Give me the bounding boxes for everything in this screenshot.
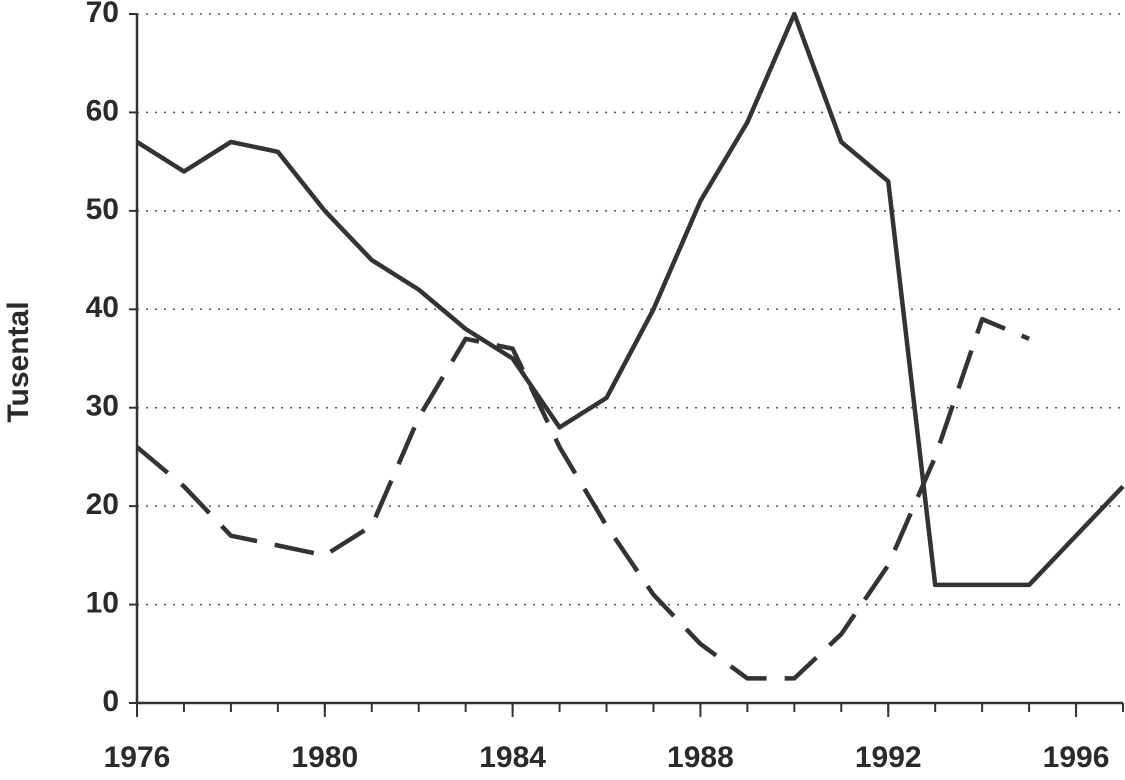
- y-tick-label: 10: [86, 586, 119, 619]
- line-series: [135, 316, 1030, 681]
- y-tick-label: 0: [102, 685, 119, 718]
- x-tick-label: 1988: [667, 741, 734, 774]
- y-tick-label: 60: [86, 94, 119, 127]
- x-tick-label: 1984: [479, 741, 546, 774]
- y-tick-label: 70: [86, 0, 119, 29]
- x-tick-label: 1992: [855, 741, 922, 774]
- line-series: [135, 11, 1125, 588]
- x-tick-label: 1996: [1043, 741, 1110, 774]
- x-tick-label: 1976: [104, 741, 171, 774]
- y-tick-label: 20: [86, 488, 119, 521]
- x-tick-label: 1980: [291, 741, 358, 774]
- y-tick-label: 40: [86, 291, 119, 324]
- y-axis-label: Tusental: [2, 301, 35, 422]
- y-tick-label: 50: [86, 193, 119, 226]
- y-tick-label: 30: [86, 390, 119, 423]
